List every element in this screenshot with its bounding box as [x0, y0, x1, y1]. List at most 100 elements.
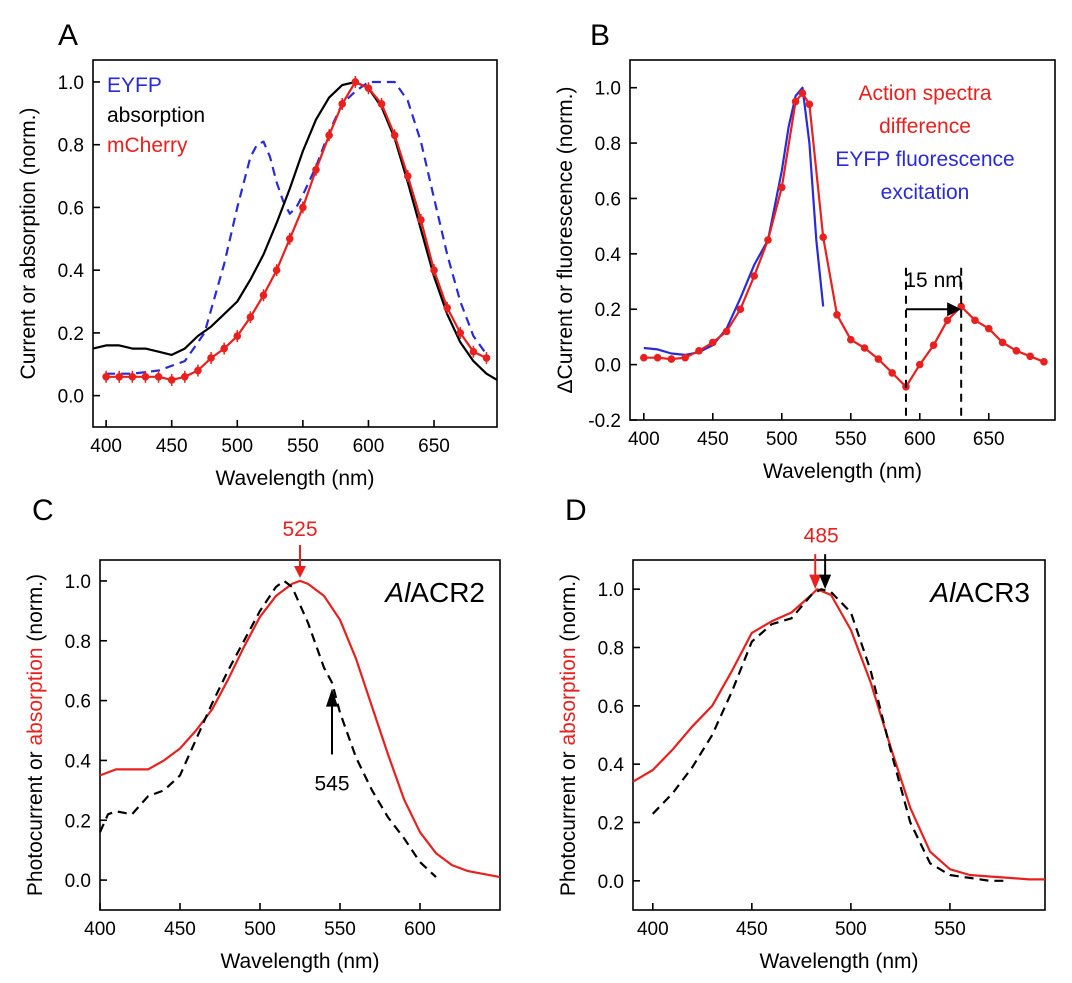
protein-label-c: AlACR2 [383, 577, 485, 608]
x-tick-label-a: 650 [418, 436, 450, 457]
y-axis-title-part-d: Photocurrent or [557, 745, 580, 896]
y-tick-label-b: 1.0 [595, 79, 621, 100]
protein-label-rest-c: ACR2 [410, 577, 485, 608]
chart-panel-b: 400 450 500 550 600 650 -0.2 0.0 0.2 0.4 0.6 0.8 1.0… [554, 59, 1056, 483]
x-tick-label-a: 600 [353, 436, 385, 457]
x-tick-label-b: 650 [973, 429, 1005, 450]
y-axis-title-part-c: Photocurrent or [24, 745, 47, 896]
x-tick-label-d: 500 [835, 919, 867, 940]
y-axis-title-b: ΔCurrent or fluorescence (norm.) [554, 87, 577, 394]
y-tick-label-c: 0.0 [65, 871, 91, 892]
series-line-d-photocurrent [652, 588, 1006, 882]
x-tick-label-d: 450 [736, 919, 768, 940]
panel-letter-c: C [32, 494, 54, 527]
y-axis-title-part-d: absorption [557, 647, 580, 745]
legend-entry-b: Action spectra [858, 82, 991, 105]
series-line-b-eyfp-fluorescence-excitation [643, 86, 825, 356]
y-tick-label-b: 0.4 [595, 245, 622, 266]
shift-annotation-b: 15 nm [904, 269, 962, 292]
y-axis-title-part-d: (norm.) [557, 574, 580, 648]
y-axis-title-d: Photocurrent or absorption (norm.) [557, 574, 580, 896]
series-point-b [639, 353, 648, 362]
x-tick-label-c: 500 [244, 919, 276, 940]
x-tick-label-b: 550 [835, 429, 867, 450]
series-point-b [833, 310, 841, 319]
peak-label-d: 485 [804, 525, 839, 548]
y-tick-label-a: 0.4 [58, 261, 85, 282]
y-tick-label-c: 0.8 [65, 632, 91, 653]
series-point-b [736, 305, 745, 314]
series-point-b [860, 344, 869, 352]
series-point-b [819, 233, 827, 242]
y-tick-label-a: 1.0 [58, 73, 84, 94]
series-point-b [695, 346, 703, 355]
peak-arrow-c-red-head [294, 565, 306, 578]
series-line-d-absorption [632, 588, 1045, 881]
series-point-b [888, 369, 896, 377]
y-tick-label-d: 0.2 [598, 814, 624, 835]
series-point-b [722, 327, 731, 336]
series-point-b [653, 353, 662, 362]
x-tick-label-d: 550 [934, 919, 966, 940]
series-point-b [971, 316, 979, 325]
y-axis-title-part-c: absorption [24, 647, 47, 745]
y-tick-label-b: 0.0 [595, 356, 621, 377]
series-point-b [667, 355, 676, 363]
series-line-a-eyfp [106, 80, 490, 375]
y-tick-label-d: 1.0 [598, 580, 624, 601]
x-tick-label-d: 400 [637, 919, 669, 940]
series-point-b [1026, 352, 1034, 361]
peak-shift-arrow-head [947, 302, 962, 317]
series-point-b [750, 272, 758, 280]
x-tick-label-a: 400 [90, 436, 122, 457]
peak-arrow-d-black-head [819, 574, 832, 590]
plot-frame-b [629, 59, 1056, 421]
x-axis-title-c: Wavelength (nm) [220, 950, 379, 973]
y-axis-title-part-c: (norm.) [24, 574, 47, 648]
peak-label-c-red: 525 [282, 518, 317, 541]
y-axis-title-a: Current or absorption (norm.) [17, 108, 40, 380]
y-tick-label-a: 0.0 [58, 387, 84, 408]
y-tick-label-a: 0.8 [58, 136, 84, 157]
series-point-b [846, 335, 855, 344]
x-axis-title-a: Wavelength (nm) [215, 467, 374, 490]
series-point-b [929, 341, 938, 350]
chart-panel-a: 400 450 500 550 600 650 0.0 0.2 0.4 0.6 0.8 1.0 Wave… [17, 59, 498, 490]
protein-label-rest-d: ACR3 [955, 577, 1030, 608]
series-point-b [943, 316, 952, 325]
y-tick-label-c: 0.2 [65, 811, 91, 832]
protein-label-d: AlACR3 [928, 577, 1030, 608]
x-tick-label-b: 450 [697, 429, 729, 450]
x-tick-label-c: 450 [164, 919, 196, 940]
x-tick-label-c: 550 [324, 919, 356, 940]
chart-panel-c: 400 450 500 550 600 0.0 0.2 0.4 0.6 0.8 1.0 Wavelen… [24, 518, 501, 973]
series-line-c-photocurrent [98, 579, 437, 878]
x-tick-label-c: 400 [84, 919, 116, 940]
legend-entry-b: difference [879, 115, 971, 138]
y-tick-label-b: 0.8 [595, 134, 621, 155]
y-tick-label-d: 0.4 [598, 755, 625, 776]
y-tick-label-d: 0.8 [598, 639, 624, 660]
x-tick-label-a: 450 [156, 436, 188, 457]
y-axis-title-c: Photocurrent or absorption (norm.) [24, 574, 47, 896]
series-point-b [777, 183, 786, 192]
plot-frame-a [92, 59, 498, 428]
x-tick-label-b: 400 [628, 429, 660, 450]
series-point-b [1040, 358, 1048, 366]
chart-panel-d: 400 450 500 550 0.0 0.2 0.4 0.6 0.8 1.0 Wavelength… [557, 525, 1046, 973]
x-tick-label-b: 500 [766, 429, 798, 450]
series-line-b-action-spectra-difference [643, 92, 1045, 388]
series-point-b [681, 353, 689, 362]
series-point-b [708, 338, 717, 347]
x-tick-label-b: 600 [904, 429, 936, 450]
legend-entry-b: EYFP fluorescence [835, 148, 1014, 171]
y-tick-label-b: 0.2 [595, 300, 621, 321]
series-point-b [805, 100, 814, 109]
x-tick-label-c: 600 [404, 919, 436, 940]
series-point-b [984, 324, 993, 333]
panel-letter-a: A [58, 19, 78, 52]
y-tick-label-a: 0.6 [58, 198, 84, 219]
x-tick-label-a: 500 [221, 436, 253, 457]
protein-label-italic-c: Al [383, 577, 411, 608]
